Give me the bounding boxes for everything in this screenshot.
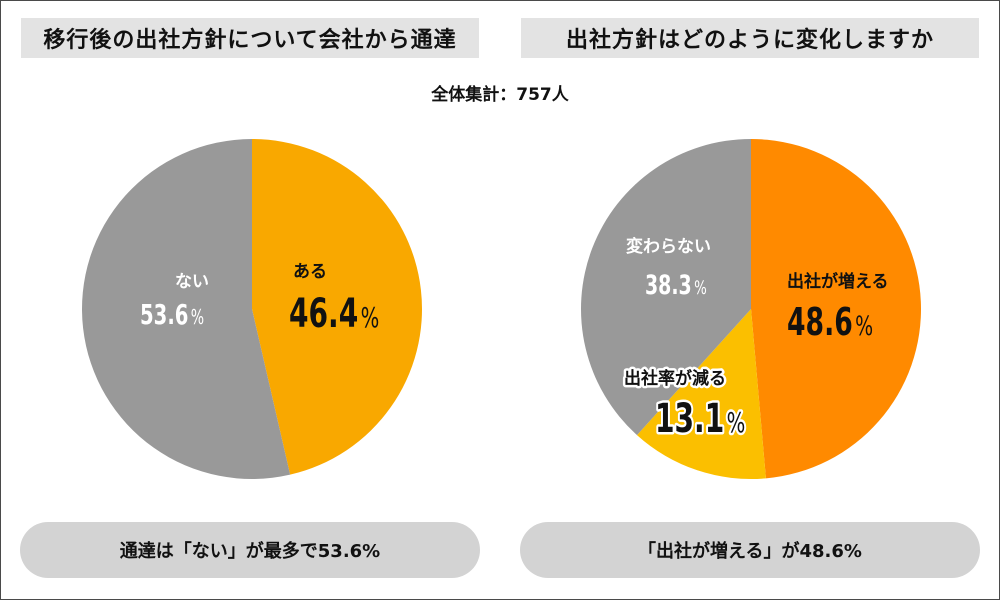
pie1-slice-value-0: 46.4% [289,291,379,337]
pie2-slice-value-0: 48.6% [787,300,873,345]
pie1-slice-1 [81,139,291,479]
pie1-slice-label-1: ない [175,272,209,292]
left-chart-title: 移行後の出社方針について会社から通達 [21,18,479,58]
total-respondents: 全体集計：757人 [431,85,569,105]
pie2-slice-value-2: 38.3% [645,269,707,300]
pie2-slice-0 [751,139,922,479]
right-chart-title: 出社方針はどのように変化しますか [521,18,979,58]
pie1-slice-0 [252,139,422,475]
pie2-slice-label-2: 変わらない [626,236,711,257]
pie2-slice-1 [636,309,766,480]
pie1-slice-label-0: ある [293,262,327,282]
pie2-slice-value-1: 13.1% [655,396,745,442]
pie2-slice-2 [581,139,751,436]
pie2-slice-label-0: 出社が増える [787,271,889,292]
pie1-slice-value-1: 53.6% [140,298,204,330]
left-summary-pill: 通達は「ない」が最多で53.6% [20,522,480,578]
pie2-slice-label-1: 出社率が減る [624,368,726,389]
right-summary-pill: 「出社が増える」が48.6% [520,522,980,578]
